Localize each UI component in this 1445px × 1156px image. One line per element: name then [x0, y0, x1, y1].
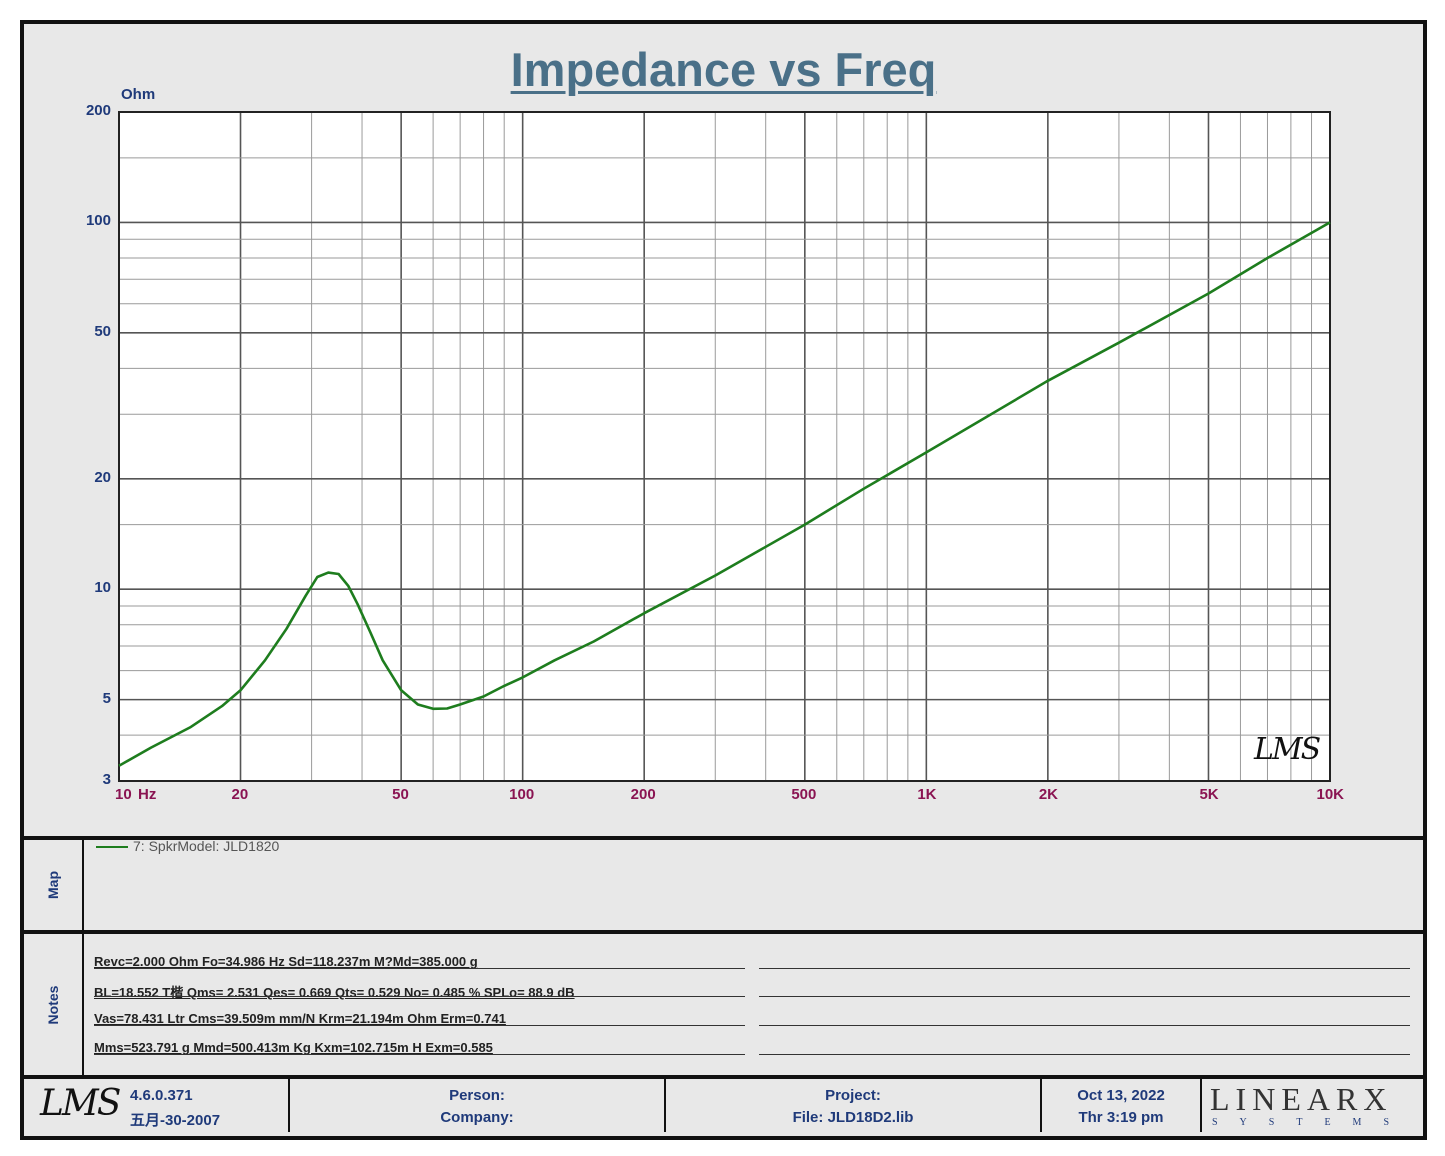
x-tick-label: 2K	[1038, 786, 1059, 803]
note-rule-left-3	[94, 1025, 745, 1026]
x-tick-label: 1K	[917, 786, 937, 803]
linearx-subtitle: SYSTEMS	[1212, 1117, 1412, 1128]
y-tick-label: 50	[94, 322, 111, 340]
y-tick-label: 10	[94, 579, 111, 597]
x-tick-label: 100	[509, 786, 535, 803]
note-rule-right-2	[759, 996, 1410, 997]
note-rule-right-3	[759, 1025, 1410, 1026]
y-tick-label: 100	[85, 212, 111, 230]
note-rule-right-4	[759, 1054, 1410, 1055]
plot-border	[118, 111, 1331, 782]
build-date-text: 五月-30-2007	[130, 1112, 221, 1129]
impedance-curve	[118, 221, 1331, 767]
legend-entry: 7: SpkrModel: JLD1820	[96, 838, 279, 854]
lms-logo: LMS	[40, 1083, 121, 1124]
x-tick-label: 10K	[1316, 786, 1345, 803]
x-tick-label: 50	[392, 786, 409, 803]
y-tick-label: 3	[102, 771, 111, 788]
impedance-chart	[118, 111, 1331, 782]
version-text: 4.6.0.371	[130, 1087, 193, 1104]
footer-project-cell: Project: File: JLD18D2.lib	[666, 1079, 1042, 1132]
map-section-label: Map	[45, 871, 61, 899]
x-tick-label: 10	[115, 786, 132, 803]
divider-middle	[24, 930, 1423, 934]
footer-version-cell: LMS 4.6.0.371 五月-30-2007	[24, 1079, 290, 1132]
divider-bottom	[24, 1075, 1423, 1079]
note-rule-right-1	[759, 968, 1410, 969]
report-time: Thr 3:19 pm	[1078, 1109, 1164, 1126]
note-line-2: BL=18.552 T楷 Qms= 2.531 Qes= 0.669 Qts= …	[94, 985, 575, 1000]
note-line-4: Mms=523.791 g Mmd=500.413m Kg Kxm=102.71…	[94, 1040, 493, 1055]
person-label: Person:	[449, 1087, 505, 1104]
linearx-logo: LINEARX SYSTEMS	[1202, 1079, 1419, 1132]
note-line-3: Vas=78.431 Ltr Cms=39.509m mm/N Krm=21.1…	[94, 1011, 506, 1026]
report-date: Oct 13, 2022	[1077, 1087, 1165, 1104]
y-tick-label: 20	[94, 468, 111, 486]
note-rule-left-2	[94, 996, 745, 997]
note-line-1: Revc=2.000 Ohm Fo=34.986 Hz Sd=118.237m …	[94, 954, 478, 969]
report-frame: Impedance vs Freq Ohm Hz 200 100 50 20 10 5 3 …	[20, 20, 1427, 1140]
x-tick-label: 5K	[1199, 786, 1219, 803]
note-rule-left-1	[94, 968, 745, 969]
lms-watermark: LMS	[1254, 732, 1321, 767]
company-label: Company:	[440, 1109, 514, 1126]
file-label: File: JLD18D2.lib	[792, 1109, 914, 1126]
notes-section-label-box: Notes	[24, 934, 84, 1075]
divider-top	[24, 836, 1423, 840]
notes-section-label: Notes	[45, 985, 61, 1024]
note-rule-left-4	[94, 1054, 745, 1055]
footer-date-cell: Oct 13, 2022 Thr 3:19 pm	[1042, 1079, 1202, 1132]
x-tick-label: 500	[791, 786, 817, 803]
footer-person-cell: Person: Company:	[290, 1079, 666, 1132]
y-tick-label: 5	[102, 689, 111, 707]
map-section-label-box: Map	[24, 840, 84, 930]
x-tick-label: 200	[630, 786, 656, 803]
y-tick-label: 200	[85, 102, 111, 119]
linearx-wordmark: LINEARX	[1210, 1081, 1393, 1117]
x-axis-unit-label: Hz	[138, 786, 157, 803]
legend-label: 7: SpkrModel: JLD1820	[133, 838, 280, 854]
chart-title: Impedance vs Freq	[510, 43, 937, 96]
y-axis-unit-label: Ohm	[121, 86, 156, 103]
legend-swatch	[96, 846, 128, 849]
project-label: Project:	[825, 1087, 881, 1104]
x-tick-label: 20	[231, 786, 249, 803]
plot-background	[119, 112, 1330, 781]
